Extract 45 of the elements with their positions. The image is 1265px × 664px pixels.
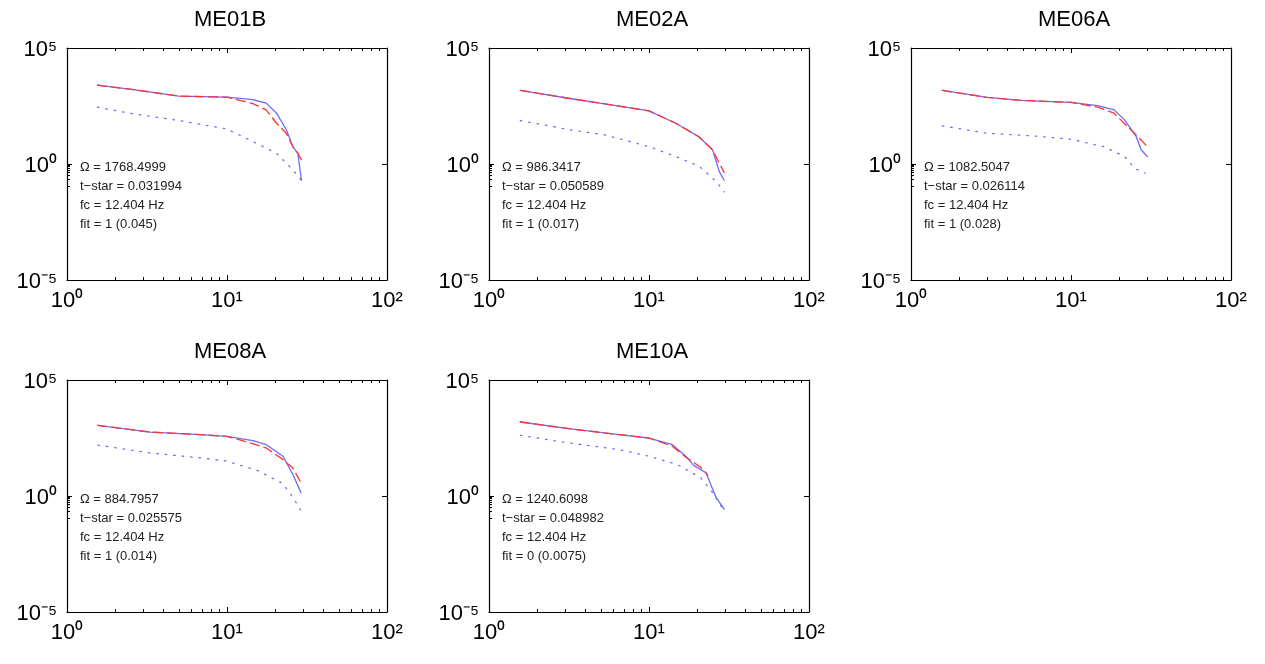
x-tick-label: 10² xyxy=(371,618,403,644)
annotation: t−star = 0.048982 xyxy=(502,510,604,525)
x-tick-label: 10² xyxy=(1215,286,1247,312)
x-tick-label: 10² xyxy=(793,286,825,312)
annotation: Ω = 986.3417 xyxy=(502,159,581,174)
annotation: fit = 1 (0.014) xyxy=(80,548,157,563)
annotation: fc = 12.404 Hz xyxy=(924,197,1009,212)
x-tick-label: 10² xyxy=(793,618,825,644)
y-tick-label: 10⁵ xyxy=(445,35,479,61)
annotation: fc = 12.404 Hz xyxy=(502,529,587,544)
annotation: fc = 12.404 Hz xyxy=(502,197,587,212)
annotation: t−star = 0.050589 xyxy=(502,178,604,193)
chart-title: ME08A xyxy=(193,337,267,363)
annotation: fc = 12.404 Hz xyxy=(80,197,165,212)
x-tick-label: 10¹ xyxy=(211,286,243,312)
y-tick-label: 10⁵ xyxy=(867,35,901,61)
annotation: Ω = 1082.5047 xyxy=(924,159,1010,174)
y-tick-label: 10⁰ xyxy=(446,483,479,509)
annotation: fit = 0 (0.0075) xyxy=(502,548,587,563)
annotation: fit = 1 (0.028) xyxy=(924,216,1001,231)
y-tick-label: 10⁰ xyxy=(24,483,57,509)
annotation: fit = 1 (0.045) xyxy=(80,216,157,231)
y-tick-label: 10⁵ xyxy=(445,367,479,393)
y-tick-label: 10⁵ xyxy=(23,35,57,61)
annotation: fc = 12.404 Hz xyxy=(80,529,165,544)
annotation: fit = 1 (0.017) xyxy=(502,216,579,231)
x-tick-label: 10² xyxy=(371,286,403,312)
y-tick-label: 10⁵ xyxy=(23,367,57,393)
x-tick-label: 10¹ xyxy=(1055,286,1087,312)
y-tick-label: 10⁰ xyxy=(868,151,901,177)
annotation: t−star = 0.025575 xyxy=(80,510,182,525)
annotation: t−star = 0.026114 xyxy=(924,178,1025,193)
x-tick-label: 10¹ xyxy=(211,618,243,644)
chart-title: ME10A xyxy=(615,337,689,363)
x-tick-label: 10¹ xyxy=(633,286,665,312)
annotation: Ω = 1768.4999 xyxy=(80,159,166,174)
y-tick-label: 10⁰ xyxy=(24,151,57,177)
chart-title: ME01B xyxy=(193,5,267,31)
y-tick-label: 10⁰ xyxy=(446,151,479,177)
annotation: t−star = 0.031994 xyxy=(80,178,182,193)
annotation: Ω = 884.7957 xyxy=(80,491,159,506)
annotation: Ω = 1240.6098 xyxy=(502,491,588,506)
chart-title: ME06A xyxy=(1037,5,1111,31)
x-tick-label: 10¹ xyxy=(633,618,665,644)
chart-title: ME02A xyxy=(615,5,689,31)
